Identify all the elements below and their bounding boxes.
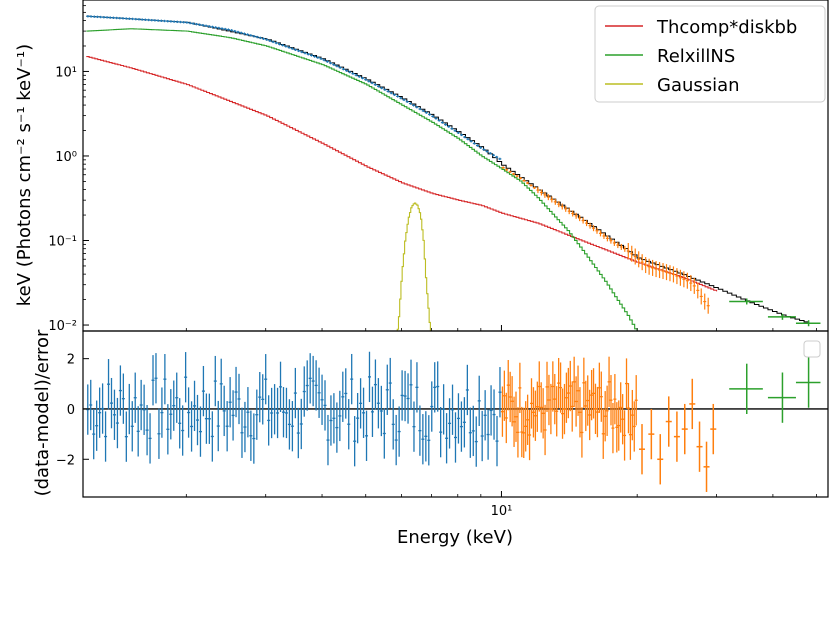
model-line-relxillns: [86, 28, 638, 331]
spectrum-y-tick-label: 10⁰: [55, 150, 77, 165]
spectrum-y-ticks: 10¹ 10⁰ 10⁻¹ 10⁻²: [48, 5, 89, 334]
spectrum-panel: 10¹ 10⁰ 10⁻¹ 10⁻² keV (Photons cm⁻² s⁻¹ keV…: [14, 0, 829, 334]
residual-series-0: [86, 351, 502, 467]
residual-legend-box: [803, 340, 821, 358]
residual-series-3: [729, 357, 821, 423]
legend-label-gaussian: Gaussian: [657, 75, 740, 96]
x-tick-label: 10¹: [491, 504, 513, 519]
residual-frame: [82, 330, 829, 498]
residual-series-2: [639, 378, 717, 492]
legend-label-thcomp: Thcomp*diskbb: [656, 17, 797, 38]
data-series-6: [729, 298, 821, 327]
residual-panel: 2 0 −2 (data-model)/error: [32, 329, 829, 498]
residual-y-axis-label: (data-model)/error: [32, 329, 53, 496]
residual-y-ticks: 2 0 −2: [56, 353, 89, 468]
residual-series-1: [500, 356, 638, 461]
data-series-5: [501, 166, 710, 314]
spectrum-y-tick-label: 10⁻¹: [48, 235, 77, 250]
x-axis-label: Energy (keV): [397, 527, 513, 548]
model-line-thcomp-diskbb: [86, 56, 718, 292]
model-line-gaussian: [396, 202, 431, 331]
residual-y-tick-label: 2: [67, 353, 75, 368]
legend: Thcomp*diskbb RelxillNS Gaussian: [594, 5, 826, 103]
x-axis: 10¹: [185, 325, 817, 519]
spectrum-plot-area: [86, 15, 821, 331]
data-series-4: [86, 15, 502, 161]
spectrum-y-axis-label: keV (Photons cm⁻² s⁻¹ keV⁻¹): [14, 44, 35, 306]
residual-y-tick-label: 0: [67, 403, 75, 418]
residual-plot-area: [83, 351, 828, 492]
spectrum-y-tick-label: 10¹: [55, 65, 77, 80]
spectrum-y-tick-label: 10⁻²: [48, 319, 77, 334]
legend-label-relxillns: RelxillNS: [657, 46, 735, 67]
residual-y-tick-label: −2: [56, 453, 75, 468]
legend-box: [594, 5, 826, 103]
